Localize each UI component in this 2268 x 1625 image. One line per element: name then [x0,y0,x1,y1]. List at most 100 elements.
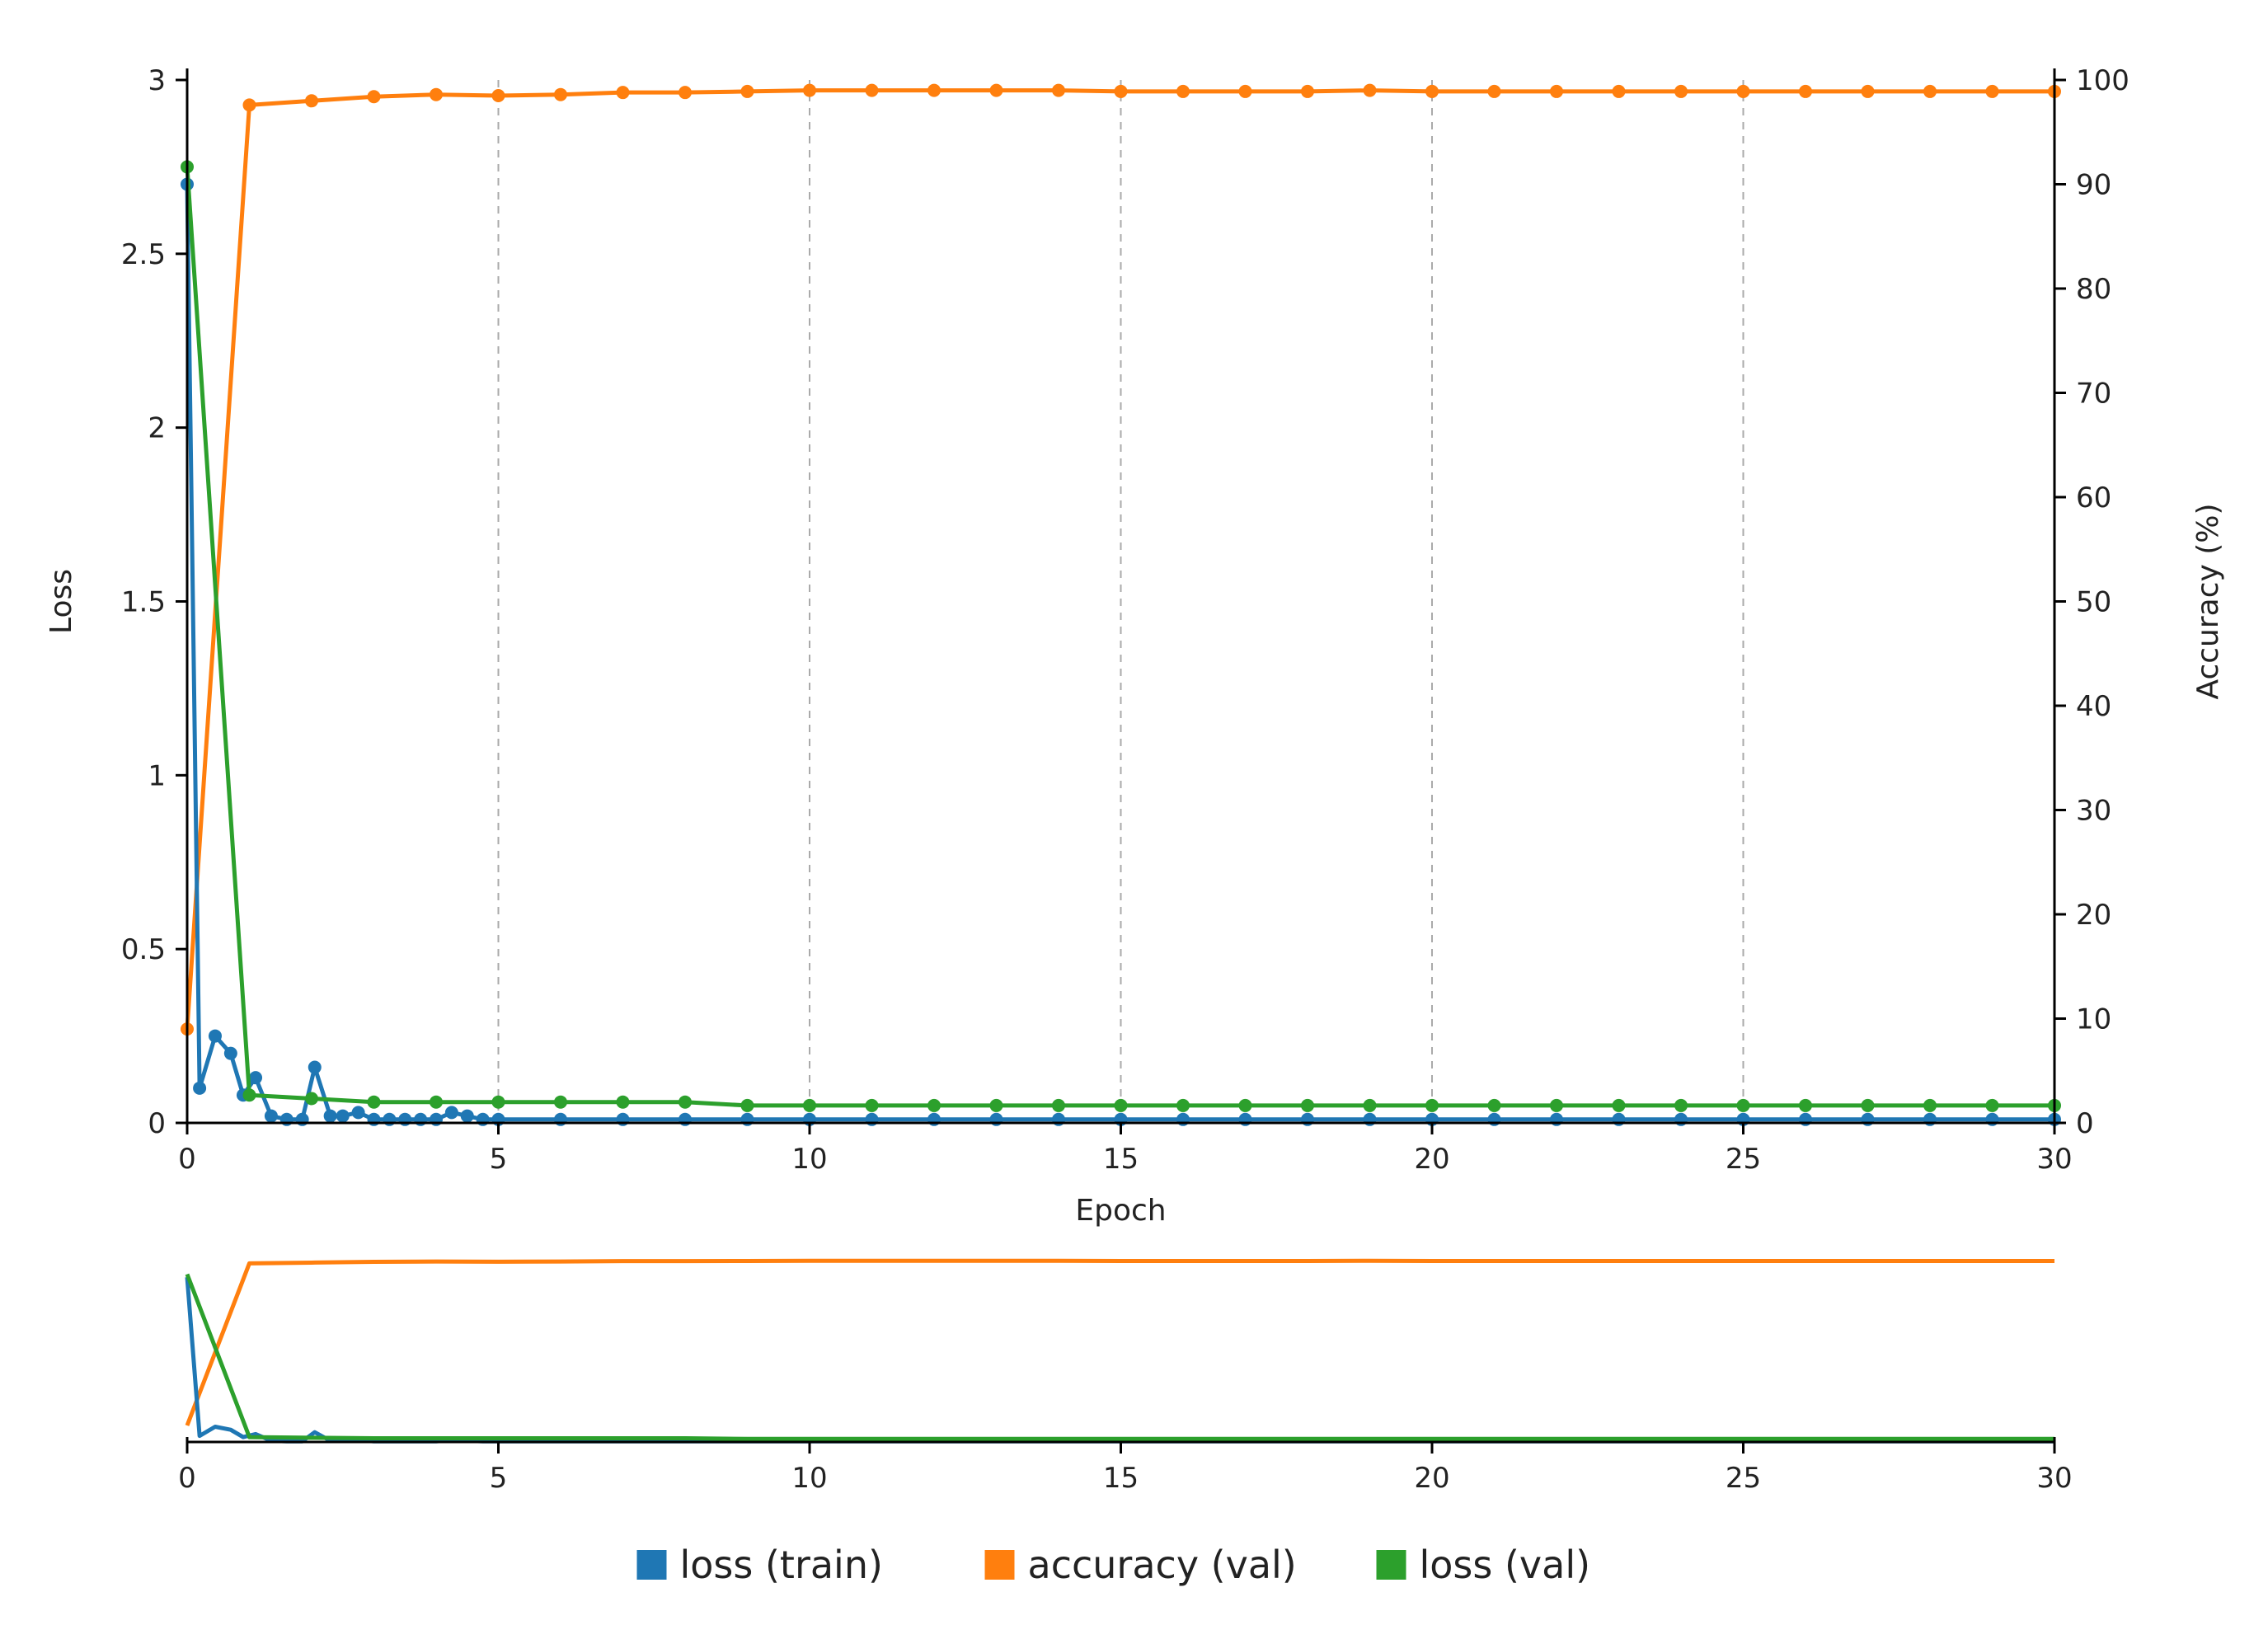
x-tick-label: 5 [490,1143,508,1176]
overview-navigator[interactable]: 0 5 10 15 20 25 30 [178,1258,2073,1495]
vertical-gridlines [497,80,2055,1123]
y2-tick-label: 0 [2076,1107,2094,1140]
data-point [1550,84,1563,98]
data-point [1425,1098,1439,1112]
x-tick-label: 0 [178,1143,196,1176]
data-point [1238,84,1252,98]
data-point [1985,84,1999,98]
data-point [1736,84,1750,98]
y2-tick-label: 50 [2076,586,2111,619]
data-point [242,1088,256,1102]
data-point [305,94,318,108]
data-point [989,1098,1003,1112]
data-point [679,86,692,100]
data-point [1176,84,1190,98]
data-point [430,87,443,101]
y2-tick-label: 80 [2076,273,2111,306]
data-point [927,1098,941,1112]
overview-x-tick-label: 20 [1414,1462,1449,1495]
overview-x-tick-label: 15 [1103,1462,1139,1495]
data-point [351,1106,365,1120]
data-point [460,1109,474,1123]
legend-label: accuracy (val) [1028,1543,1297,1587]
data-point [264,1109,278,1123]
data-point [1487,84,1501,98]
y2-tick-label: 40 [2076,690,2111,723]
data-point [1301,1098,1314,1112]
data-point [679,1095,692,1109]
data-point [430,1095,443,1109]
y-tick-label: 0 [148,1107,166,1140]
y2-tick-label: 30 [2076,795,2111,828]
data-point [616,86,630,100]
data-point [1176,1098,1190,1112]
data-point [1674,1098,1688,1112]
data-point [444,1106,458,1120]
data-point [1052,83,1065,97]
data-point [491,1095,505,1109]
y-tick-label: 2.5 [121,238,166,271]
overview-series-line [185,1277,2054,1444]
data-point [1923,1098,1937,1112]
y2-tick-label: 60 [2076,481,2111,514]
data-point [305,1092,318,1106]
overview-series-line [185,1273,2054,1441]
legend-label: loss (val) [1420,1543,1591,1587]
overview-series-line [185,1258,2054,1426]
y2-tick-label: 10 [2076,1003,2111,1036]
data-point [1612,84,1626,98]
data-point [1612,1098,1626,1112]
data-point [1052,1098,1065,1112]
data-point [308,1060,322,1074]
data-point [803,83,816,97]
data-point [803,1098,816,1112]
data-point [367,90,381,104]
data-point [1736,1098,1750,1112]
data-point [1114,1098,1128,1112]
data-point [223,1046,237,1060]
y2-tick-label: 70 [2076,378,2111,411]
y2-axis-title: Accuracy (%) [2191,503,2225,699]
legend-swatch [1376,1550,1406,1580]
x-axis-title: Epoch [1075,1194,1166,1228]
y-tick-label: 2 [148,412,166,445]
data-point [491,88,505,102]
data-point [740,1098,754,1112]
data-point [1425,84,1439,98]
data-point [989,83,1003,97]
data-point [1985,1098,1999,1112]
data-point [242,98,256,112]
data-point [1238,1098,1252,1112]
data-point [1114,84,1128,98]
data-point [554,1095,567,1109]
data-point [1363,1098,1377,1112]
data-point [616,1095,630,1109]
y-tick-label: 0.5 [121,933,166,966]
data-point [1487,1098,1501,1112]
data-point [367,1095,381,1109]
chart-legend: loss (train) accuracy (val) loss (val) [636,1543,1591,1587]
data-point [249,1071,263,1085]
data-point [927,83,941,97]
y2-tick-label: 90 [2076,169,2111,202]
data-point [1674,84,1688,98]
overview-x-tick-label: 30 [2036,1462,2072,1495]
x-tick-label: 15 [1103,1143,1139,1176]
y-axis-title: Loss [45,569,78,634]
data-point [865,1098,879,1112]
overview-x-tick-label: 25 [1726,1462,1761,1495]
data-point [1799,1098,1812,1112]
y-tick-label: 3 [148,64,166,97]
legend-swatch [984,1550,1015,1580]
data-point [1923,84,1937,98]
data-point [1861,1098,1875,1112]
data-point [336,1109,350,1123]
data-point [1550,1098,1563,1112]
legend-label: loss (train) [680,1543,883,1587]
data-point [323,1109,337,1123]
legend-swatch [636,1550,667,1580]
overview-x-tick-label: 10 [791,1462,827,1495]
x-tick-label: 30 [2036,1143,2072,1176]
overview-x-tick-label: 0 [178,1462,196,1495]
